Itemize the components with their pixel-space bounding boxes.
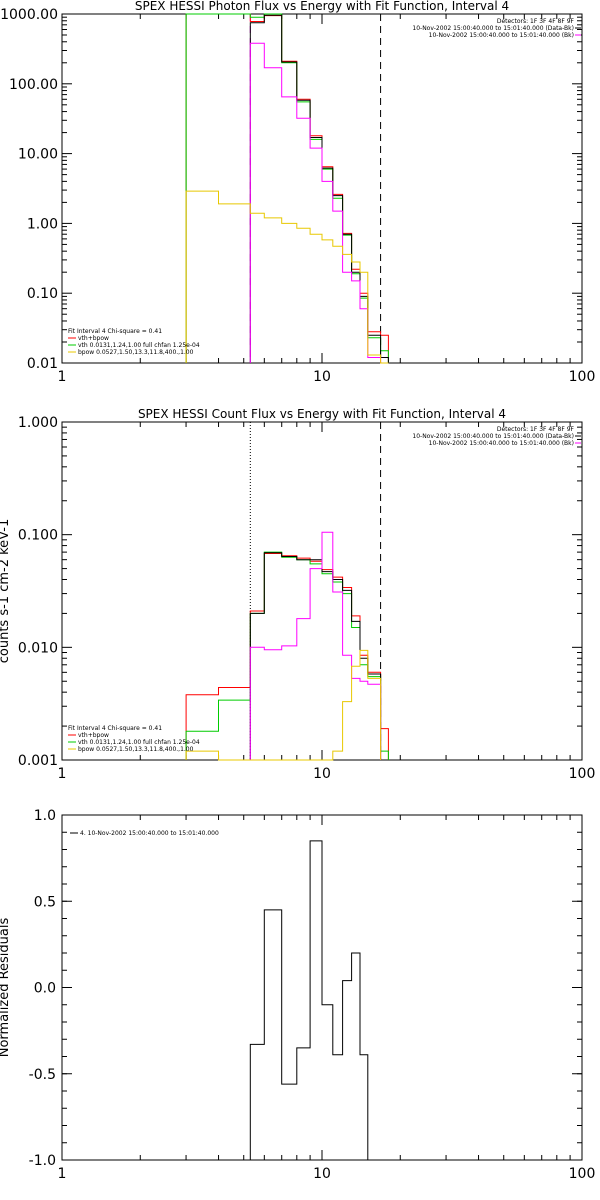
chart-title: SPEX HESSI Photon Flux vs Energy with Fi… (135, 0, 509, 13)
plot-frame (61, 13, 583, 364)
chart-title: SPEX HESSI Count Flux vs Energy with Fit… (138, 407, 506, 421)
header-text-1: Detectors: 1F 3F 4F 8F 9F (497, 18, 575, 25)
y-tick-label: 0.01 (27, 356, 58, 372)
y-tick-label: 0.0 (34, 981, 56, 997)
legend-title: Fit Interval 4 Chi-square = 0.41 (68, 328, 162, 335)
x-tick-label: 10 (313, 1166, 331, 1182)
y-tick-label: 0.100 (18, 528, 58, 544)
y-tick-label: -0.5 (29, 1067, 56, 1083)
y-tick-label: 0.5 (34, 894, 56, 910)
x-tick-label: 100 (569, 766, 596, 782)
x-tick-label: 1 (58, 369, 67, 385)
x-tick-label: 100 (569, 1166, 596, 1182)
plot-frame (61, 421, 583, 761)
y-tick-label: 100.00 (9, 77, 58, 93)
header-text-3: 10-Nov-2002 15:00:40.000 to 15:01:40.000… (429, 32, 574, 39)
series-line-2 (185, 551, 389, 760)
y-tick-label: 0.10 (27, 286, 58, 302)
x-tick-label: 100 (569, 369, 596, 385)
header-text-2: 10-Nov-2002 15:00:40.000 to 15:01:40.000… (412, 433, 574, 440)
y-tick-label: 1.0 (34, 808, 56, 824)
y-tick-label: -1.0 (29, 1153, 56, 1169)
series-line-3 (249, 552, 382, 760)
header-text-1: Detectors: 1F 3F 4F 8F 9F (497, 426, 575, 433)
series-line-4 (249, 531, 382, 760)
legend-entry-1: vth+bpow (78, 732, 109, 739)
y-tick-label: 10.00 (18, 147, 58, 163)
y-tick-label: 1000.00 (0, 7, 58, 23)
legend-entry-3: bpow 0.0527,1.50,13.3,11.8,400.,1.00 (78, 349, 194, 356)
x-tick-label: 1 (58, 766, 67, 782)
chart-panel-2: SPEX HESSI Count Flux vs Energy with Fit… (0, 407, 595, 782)
legend-entry-0: 4. 10-Nov-2002 15:00:40.000 to 15:01:40.… (80, 830, 219, 837)
x-tick-label: 10 (313, 369, 331, 385)
legend-title: Fit Interval 4 Chi-square = 0.41 (68, 725, 162, 732)
series-line-1 (249, 840, 381, 1161)
chart-panel-1: SPEX HESSI Photon Flux vs Energy with Fi… (0, 0, 595, 385)
x-tick-label: 1 (58, 1166, 67, 1182)
y-tick-label: 1.000 (18, 415, 58, 431)
series-line-2 (185, 13, 389, 363)
series-line-5 (185, 190, 389, 364)
y-tick-label: 1.00 (27, 216, 58, 232)
y-axis-label: counts s-1 cm-2 keV-1 (0, 519, 12, 664)
y-tick-label: 0.010 (18, 640, 58, 656)
y-tick-label: 0.001 (18, 753, 58, 769)
header-text-2: 10-Nov-2002 15:00:40.000 to 15:01:40.000… (412, 25, 574, 32)
series-line-1 (185, 13, 389, 363)
chart-panel-3: Normalized Residuals 1 10 100 -1.0 -0.5 0.0 0.5… (0, 808, 595, 1182)
y-axis-label: Normalized Residuals (0, 918, 12, 1058)
x-tick-label: 10 (313, 766, 331, 782)
series-line-5 (185, 649, 382, 761)
series-line-1 (185, 553, 389, 760)
header-text-3: 10-Nov-2002 15:00:40.000 to 15:01:40.000… (429, 440, 574, 447)
legend-entry-2: vth 0.0131,1.24,1.00 full chfan 1.25e-04 (78, 739, 200, 746)
legend-entry-3: bpow 0.0527,1.50,13.3,11.8,400.,1.00 (78, 746, 194, 753)
legend-entry-2: vth 0.0131,1.24,1.00 full chfan 1.25e-04 (78, 342, 200, 349)
legend-entry-1: vth+bpow (78, 335, 109, 342)
